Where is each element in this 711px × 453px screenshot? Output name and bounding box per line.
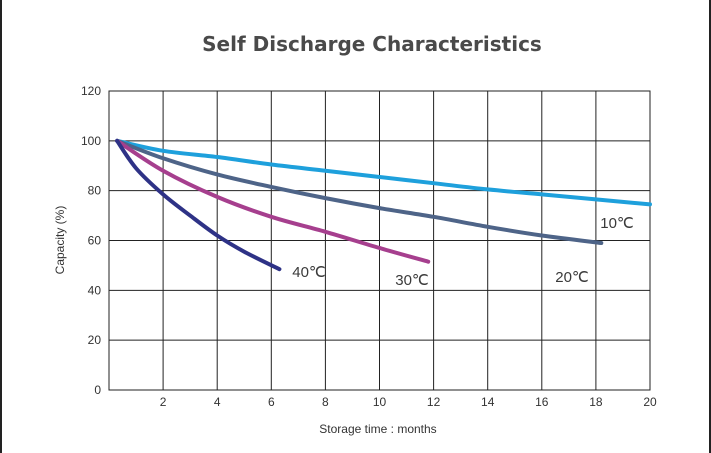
x-tick-label: 18 [589, 395, 603, 409]
y-tick-label: 20 [88, 333, 102, 347]
chart-title: Self Discharge Characteristics [202, 32, 542, 56]
y-tick-label: 60 [88, 234, 102, 248]
series-label: 20℃ [555, 269, 589, 286]
series-label: 30℃ [395, 272, 429, 289]
y-tick-label: 0 [94, 383, 101, 397]
y-tick-label: 80 [88, 184, 102, 198]
x-tick-label: 16 [535, 395, 549, 409]
x-tick-label: 8 [322, 395, 329, 409]
series-layer [115, 138, 652, 272]
x-tick-label: 12 [427, 395, 441, 409]
x-axis-label: Storage time : months [319, 422, 436, 436]
series-line [115, 138, 652, 207]
grid [108, 90, 651, 391]
y-tick-label: 40 [88, 283, 102, 297]
y-axis-label: Capacity (%) [53, 206, 67, 275]
series-line [115, 138, 604, 245]
series-labels: 10℃ 20℃ 30℃ 40℃ [292, 215, 634, 289]
series-label: 40℃ [292, 264, 326, 281]
series-label: 10℃ [600, 215, 634, 232]
x-tick-label: 2 [160, 395, 167, 409]
axes: 2 4 6 8 10 12 14 16 18 20 0 20 40 60 80 100 120 [81, 84, 657, 409]
x-tick-label: 14 [481, 395, 495, 409]
x-tick-label: 4 [214, 395, 221, 409]
series-line [115, 138, 431, 264]
x-tick-label: 10 [373, 395, 387, 409]
y-tick-label: 100 [81, 134, 101, 148]
x-tick-label: 6 [268, 395, 275, 409]
y-tick-label: 120 [81, 84, 101, 98]
series-line [115, 138, 282, 272]
x-tick-label: 20 [643, 395, 657, 409]
